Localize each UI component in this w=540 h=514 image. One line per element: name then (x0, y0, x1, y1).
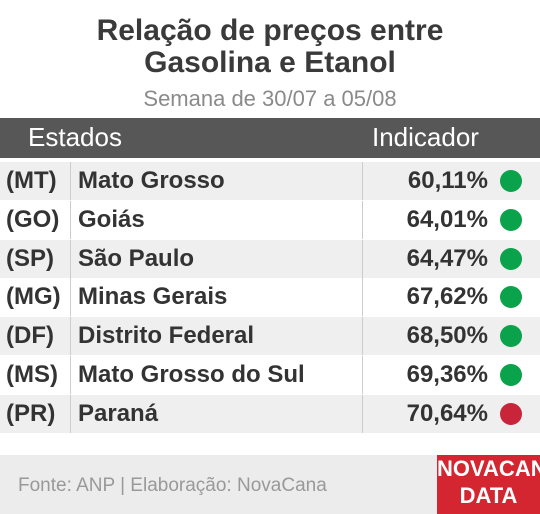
status-dot (500, 170, 522, 192)
logo-text: NOVACANA (437, 456, 540, 481)
separator (70, 162, 71, 200)
indicator: 68,50% (406, 322, 488, 350)
table-row: (PR) Paraná 70,64% (0, 394, 540, 433)
state-name: São Paulo (78, 244, 195, 272)
state-code: (SP) (6, 244, 54, 272)
separator (362, 356, 363, 394)
state-code: (PR) (6, 399, 56, 427)
column-header: Indicador (372, 122, 479, 152)
state-code: (DF) (6, 322, 54, 350)
separator (70, 356, 71, 394)
column-header: Estados (28, 122, 122, 152)
state-name: Distrito Federal (78, 322, 255, 350)
separator (362, 278, 363, 317)
indicator: 70,64% (406, 399, 488, 427)
status-dot (500, 364, 522, 386)
status-dot (500, 208, 522, 231)
subtitle: Semana de 30/07 a 05/08 (143, 86, 397, 111)
indicator: 67,62% (406, 283, 488, 311)
separator (70, 239, 71, 278)
indicator: 69,36% (406, 361, 488, 388)
separator (362, 200, 363, 239)
table-row: (DF) Distrito Federal 68,50% (0, 317, 540, 356)
separator (362, 394, 363, 433)
logo-text: DATA (459, 483, 518, 508)
status-dot (500, 402, 522, 425)
indicator: 64,01% (406, 205, 488, 233)
separator (70, 278, 71, 317)
source: Fonte: ANP | Elaboração: NovaCana (18, 475, 327, 496)
status-dot (500, 247, 522, 270)
state-name: Goiás (78, 205, 145, 233)
table-row: (GO) Goiás 64,01% (0, 200, 540, 239)
status-dot (500, 325, 522, 348)
logo: NOVACANA DATA (437, 455, 540, 514)
state-code: (GO) (6, 205, 60, 233)
indicator: 64,47% (406, 244, 488, 272)
separator (362, 162, 363, 200)
separator (70, 394, 71, 433)
table-row: (MS) Mato Grosso do Sul 69,36% (0, 356, 540, 394)
state-name: Paraná (78, 399, 159, 427)
table-row: (MT) Mato Grosso 60,11% (0, 162, 540, 200)
separator (70, 200, 71, 239)
state-name: Mato Grosso (78, 167, 225, 194)
separator (362, 317, 363, 356)
state-name: Minas Gerais (78, 283, 228, 311)
separator (362, 239, 363, 278)
indicator: 60,11% (407, 167, 488, 194)
state-name: Mato Grosso do Sul (78, 361, 305, 388)
status-dot (500, 286, 522, 309)
state-code: (MS) (6, 361, 58, 388)
table-row: (MG) Minas Gerais 67,62% (0, 278, 540, 317)
table-header: Estados Indicador (0, 118, 540, 158)
title: Gasolina e Etanol (144, 46, 396, 79)
separator (70, 317, 71, 356)
title: Relação de preços entre (96, 14, 444, 47)
state-code: (MT) (6, 167, 57, 194)
state-code: (MG) (6, 283, 61, 311)
table-row: (SP) São Paulo 64,47% (0, 239, 540, 278)
